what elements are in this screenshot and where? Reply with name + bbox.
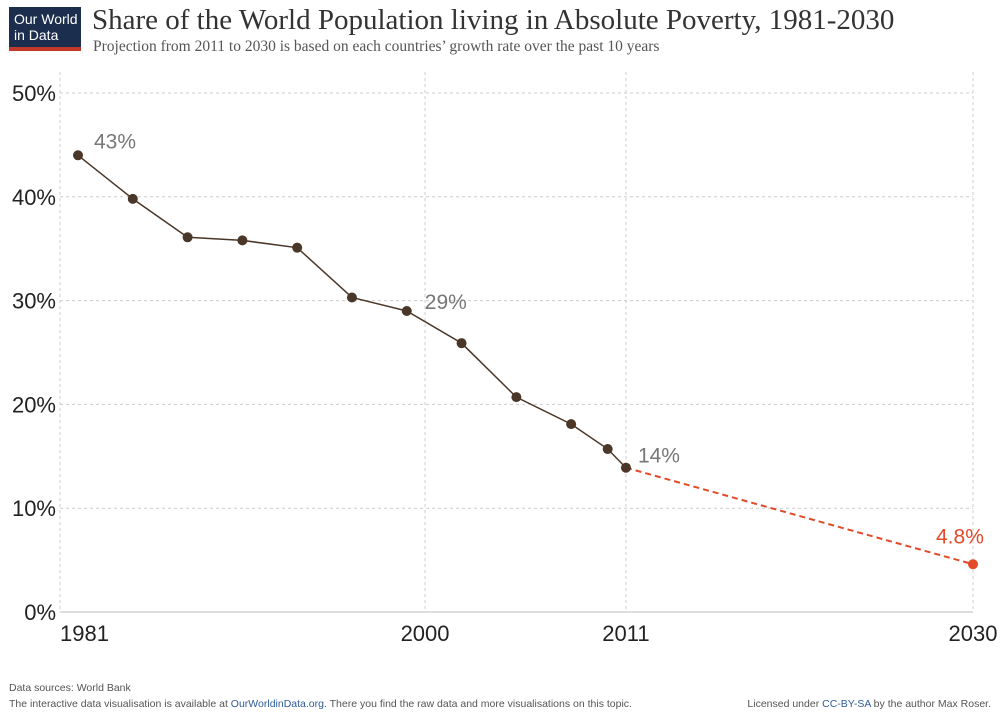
x-tick-label: 1981	[60, 621, 109, 646]
interactive-note-prefix: The interactive data visualisation is av…	[9, 698, 231, 710]
data-point	[182, 232, 193, 243]
owid-logo: Our World in Data	[9, 7, 81, 51]
value-annotation: 4.8%	[936, 525, 984, 548]
data-point	[566, 419, 577, 430]
y-tick-label: 10%	[12, 496, 56, 521]
data-point	[456, 338, 467, 349]
projection-line	[625, 466, 974, 566]
value-annotation: 29%	[425, 291, 467, 314]
data-point	[620, 462, 631, 473]
data-point	[401, 305, 412, 316]
license-link[interactable]: CC-BY-SA	[822, 698, 871, 710]
data-point	[127, 193, 138, 204]
y-tick-label: 20%	[12, 392, 56, 417]
license-prefix: Licensed under	[747, 698, 823, 710]
history-line	[77, 154, 627, 469]
owid-link[interactable]: OurWorldinData.org	[230, 698, 324, 710]
y-tick-label: 0%	[24, 600, 56, 625]
x-tick-label: 2011	[602, 621, 649, 646]
x-tick-label: 2000	[401, 621, 450, 646]
data-point	[511, 392, 522, 403]
data-point	[602, 444, 613, 455]
projection-point	[968, 559, 978, 570]
license-suffix: by the author Max Roser.	[870, 698, 991, 710]
data-point	[73, 150, 83, 161]
interactive-note: The interactive data visualisation is av…	[9, 698, 632, 710]
y-tick-label: 30%	[12, 289, 56, 314]
logo-line-2: in Data	[14, 27, 59, 43]
interactive-note-suffix: . There you find the raw data and more v…	[323, 698, 632, 710]
value-annotation: 14%	[638, 445, 680, 468]
data-sources-note: Data sources: World Bank	[9, 682, 131, 694]
license-note: Licensed under CC-BY-SA by the author Ma…	[747, 698, 991, 710]
data-point	[292, 242, 303, 253]
chart-title: Share of the World Population living in …	[92, 4, 895, 36]
data-point	[346, 292, 357, 303]
x-tick-label: 2030	[949, 621, 998, 646]
data-point	[237, 235, 248, 246]
value-annotation: 43%	[94, 130, 136, 153]
chart-subtitle: Projection from 2011 to 2030 is based on…	[93, 38, 660, 55]
y-tick-label: 40%	[12, 185, 56, 210]
logo-line-1: Our World	[14, 11, 78, 27]
y-tick-label: 50%	[12, 81, 56, 106]
